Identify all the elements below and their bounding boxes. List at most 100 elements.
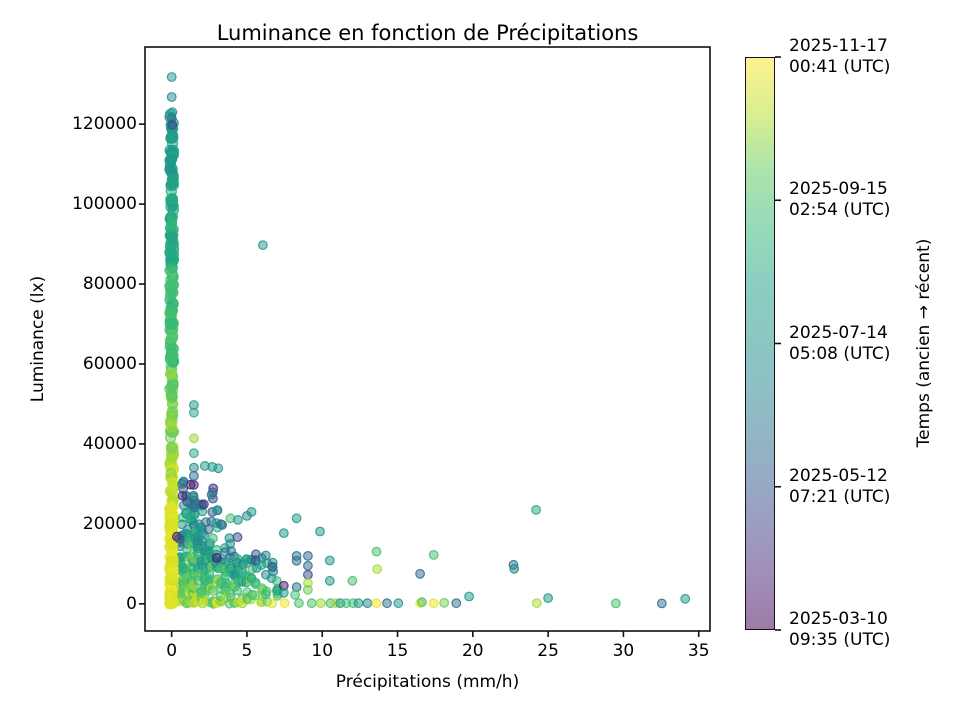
scatter-point bbox=[260, 589, 271, 600]
scatter-point bbox=[167, 521, 179, 533]
scatter-point bbox=[166, 130, 178, 142]
scatter-point bbox=[221, 578, 232, 589]
scatter-point bbox=[215, 519, 226, 530]
scatter-point bbox=[531, 598, 542, 609]
scatter-point bbox=[371, 546, 382, 557]
scatter-point bbox=[417, 597, 427, 608]
y-tick-label: 40000 bbox=[82, 433, 137, 454]
scatter-point bbox=[362, 598, 373, 609]
scatter-point bbox=[166, 537, 178, 550]
scatter-point bbox=[303, 560, 313, 571]
scatter-point bbox=[372, 564, 383, 574]
scatter-point bbox=[353, 598, 364, 609]
scatter-point bbox=[166, 92, 177, 102]
scatter-point bbox=[315, 526, 325, 537]
scatter-point bbox=[428, 598, 439, 609]
colorbar-tick-label: 2025-03-10 09:35 (UTC) bbox=[789, 609, 891, 650]
scatter-point bbox=[166, 406, 178, 418]
colorbar-tick-label: 2025-09-15 02:54 (UTC) bbox=[789, 179, 891, 221]
scatter-point bbox=[165, 554, 177, 567]
scatter-point bbox=[188, 448, 199, 459]
scatter-point bbox=[164, 598, 176, 610]
scatter-point bbox=[213, 463, 224, 474]
scatter-point bbox=[371, 598, 382, 609]
scatter-point bbox=[166, 251, 178, 263]
scatter-point bbox=[166, 261, 178, 274]
scatter-point bbox=[166, 391, 178, 403]
scatter-point bbox=[188, 471, 199, 481]
scatter-point bbox=[464, 591, 475, 602]
scatter-point bbox=[165, 418, 177, 430]
scatter-point bbox=[306, 598, 317, 609]
x-tick-label: 20 bbox=[461, 641, 484, 661]
y-tick-label: 20000 bbox=[82, 513, 137, 534]
scatter-point bbox=[165, 332, 177, 344]
scatter-point bbox=[232, 532, 243, 542]
scatter-point bbox=[279, 598, 290, 609]
scatter-point bbox=[207, 533, 218, 544]
scatter-point bbox=[303, 569, 313, 580]
scatter-point bbox=[164, 368, 177, 380]
scatter-point bbox=[188, 490, 199, 501]
scatter-point bbox=[165, 507, 177, 519]
scatter-point bbox=[415, 568, 426, 579]
scatter-point bbox=[165, 441, 177, 453]
scatter-point bbox=[543, 593, 553, 603]
y-tick-label: 100000 bbox=[72, 194, 137, 215]
x-tick-label: 5 bbox=[241, 641, 253, 661]
y-tick-label: 60000 bbox=[82, 353, 137, 374]
x-tick-label: 15 bbox=[386, 641, 409, 661]
scatter-point bbox=[232, 585, 243, 596]
scatter-point bbox=[428, 550, 439, 560]
scatter-point bbox=[188, 433, 199, 444]
scatter-point bbox=[324, 555, 335, 566]
scatter-point bbox=[165, 354, 177, 366]
scatter-point bbox=[166, 178, 178, 190]
scatter-point bbox=[291, 555, 302, 566]
y-tick-label: 80000 bbox=[82, 274, 137, 295]
scatter-point bbox=[278, 528, 289, 538]
colorbar-tick-label: 2025-11-17 00:41 (UTC) bbox=[789, 36, 891, 77]
scatter-point bbox=[165, 286, 177, 299]
scatter-point bbox=[347, 575, 358, 586]
scatter-point bbox=[177, 491, 188, 501]
scatter-point bbox=[177, 479, 188, 489]
x-axis-label: Précipitations (mm/h) bbox=[335, 672, 520, 692]
scatter-point bbox=[303, 584, 313, 595]
colorbar-tick-label: 2025-07-14 05:08 (UTC) bbox=[789, 322, 891, 364]
scatter-point bbox=[611, 598, 621, 609]
x-tick-label: 25 bbox=[537, 641, 559, 661]
scatter-point bbox=[165, 381, 177, 393]
scatter-point bbox=[188, 462, 199, 473]
scatter-point bbox=[241, 511, 252, 521]
scatter-point bbox=[315, 598, 326, 609]
scatter-point bbox=[164, 486, 177, 498]
y-tick-label: 0 bbox=[126, 593, 137, 614]
scatter-point bbox=[166, 72, 177, 82]
scatter-point bbox=[198, 499, 209, 510]
x-tick-label: 35 bbox=[687, 641, 710, 661]
scatter-point bbox=[303, 551, 313, 561]
scatter-point bbox=[324, 575, 335, 586]
scatter-point bbox=[211, 553, 222, 563]
scatter-point bbox=[174, 533, 185, 544]
chart-title: Luminance en fonction de Précipitations bbox=[216, 21, 639, 45]
scatter-point bbox=[212, 505, 223, 516]
scatter-point bbox=[166, 477, 178, 489]
scatter-point bbox=[291, 582, 302, 592]
scatter-point bbox=[250, 577, 261, 588]
scatter-point bbox=[166, 193, 178, 205]
x-tick-label: 10 bbox=[311, 641, 334, 661]
scatter-point bbox=[164, 307, 176, 319]
scatter-point bbox=[267, 561, 278, 572]
scatter-point bbox=[208, 586, 218, 596]
x-tick-label: 0 bbox=[166, 641, 178, 661]
scatter-point bbox=[166, 231, 178, 243]
x-tick-label: 30 bbox=[612, 641, 635, 661]
scatter-point bbox=[165, 153, 178, 166]
scatter-point bbox=[188, 407, 199, 418]
scatter-point bbox=[278, 587, 289, 598]
scatter-point bbox=[258, 240, 268, 251]
scatter-point bbox=[656, 598, 667, 609]
